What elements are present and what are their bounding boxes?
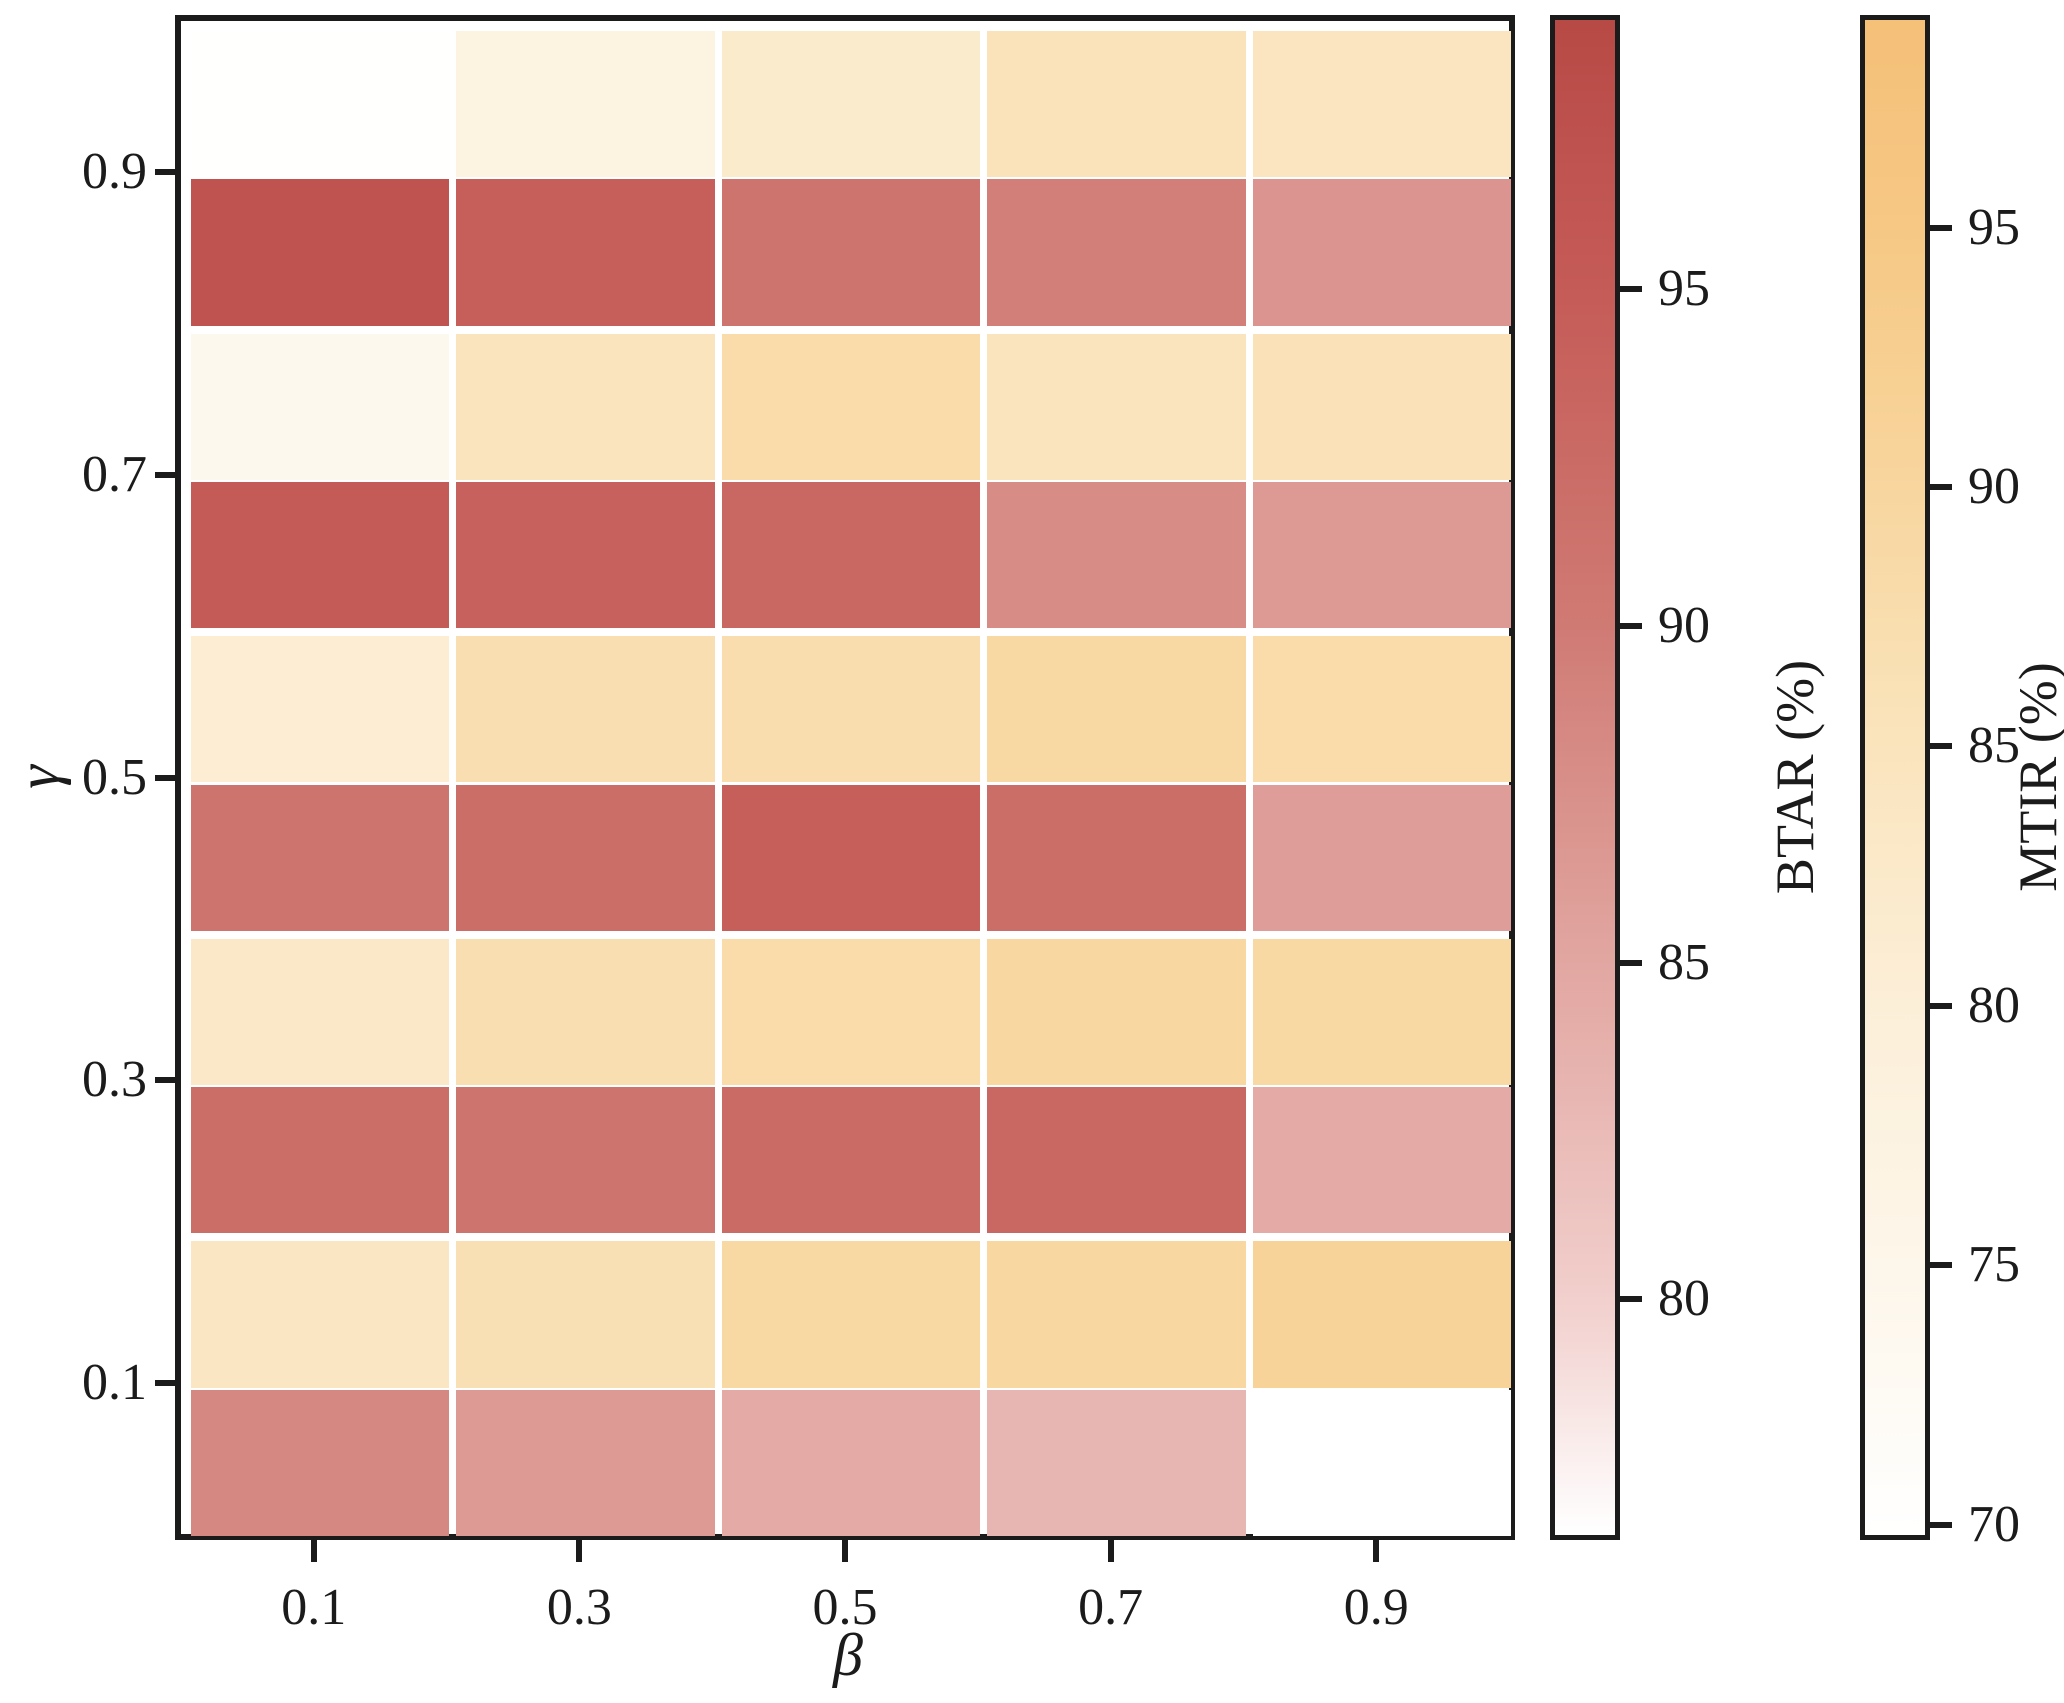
heatmap-cell-mtir-gamma0.9-beta0.5	[721, 31, 981, 178]
plot-area	[175, 15, 1515, 1540]
heatmap-cell-btar-gamma0.7-beta0.1	[190, 481, 450, 629]
heatmap-cell-mtir-gamma0.5-beta0.7	[987, 636, 1246, 783]
heatmap-cell-btar-gamma0.5-beta0.3	[456, 784, 715, 931]
cbar-mtir-tick-label-95: 95	[1968, 198, 2020, 256]
cbar-mtir-tick-label-90: 90	[1968, 457, 2020, 515]
y-tick-mark-0.7	[155, 471, 175, 478]
heatmap-cell-mtir-gamma0.3-beta0.1	[190, 938, 450, 1086]
cbar-btar-tick-mark-85	[1620, 959, 1642, 966]
cbar-mtir-tick-mark-75	[1930, 1262, 1952, 1269]
cbar-btar-tick-mark-90	[1620, 623, 1642, 629]
heatmap-cells-layer	[187, 27, 1515, 1540]
heatmap-cell-btar-gamma0.3-beta0.3	[456, 1087, 715, 1234]
heatmap-cell-mtir-gamma0.7-beta0.5	[721, 333, 981, 480]
heatmap-cell-mtir-gamma0.9-beta0.1	[190, 31, 450, 178]
heatmap-cell-btar-gamma0.7-beta0.9	[1252, 481, 1512, 629]
cbar-mtir-tick-label-75: 75	[1968, 1236, 2020, 1294]
cbar-btar-tick-label-80: 80	[1658, 1270, 1710, 1328]
heatmap-cell-mtir-gamma0.1-beta0.7	[987, 1241, 1246, 1388]
heatmap-cell-btar-gamma0.7-beta0.5	[721, 481, 981, 629]
x-tick-mark-0.9	[1373, 1540, 1380, 1562]
y-tick-label-0.5: 0.5	[82, 748, 147, 806]
cbar-mtir-tick-mark-85	[1930, 743, 1952, 750]
heatmap-cell-mtir-gamma0.7-beta0.3	[456, 333, 715, 480]
heatmap-cell-btar-gamma0.5-beta0.5	[721, 784, 981, 931]
y-tick-label-0.3: 0.3	[82, 1051, 147, 1109]
heatmap-cell-btar-gamma0.1-beta0.3	[456, 1389, 715, 1536]
heatmap-cell-btar-gamma0.9-beta0.3	[456, 179, 715, 326]
heatmap-cell-mtir-gamma0.5-beta0.1	[190, 636, 450, 783]
x-tick-label-0.1: 0.1	[281, 1579, 347, 1636]
y-axis-label: γ	[5, 765, 71, 789]
heatmap-cell-mtir-gamma0.7-beta0.7	[987, 333, 1246, 480]
cbar-mtir-tick-mark-80	[1930, 1002, 1952, 1009]
heatmap-cell-mtir-gamma0.5-beta0.9	[1252, 636, 1512, 783]
heatmap-cell-btar-gamma0.5-beta0.9	[1252, 784, 1512, 931]
cbar-mtir-tick-label-70: 70	[1968, 1495, 2020, 1553]
x-tick-mark-0.5	[842, 1540, 848, 1562]
cbar-mtir-tick-label-80: 80	[1968, 976, 2020, 1034]
cbar-btar-tick-mark-95	[1620, 286, 1642, 293]
heatmap-cell-mtir-gamma0.1-beta0.9	[1252, 1241, 1512, 1388]
heatmap-cell-btar-gamma0.9-beta0.7	[987, 179, 1246, 326]
cbar-mtir-tick-label-85: 85	[1968, 717, 2020, 775]
heatmap-cell-mtir-gamma0.9-beta0.9	[1252, 31, 1512, 178]
heatmap-cell-btar-gamma0.9-beta0.1	[190, 179, 450, 326]
heatmap-cell-btar-gamma0.3-beta0.1	[190, 1087, 450, 1234]
x-tick-label-0.3: 0.3	[546, 1579, 612, 1636]
y-tick-mark-0.5	[155, 774, 175, 781]
heatmap-cell-mtir-gamma0.3-beta0.7	[987, 938, 1246, 1086]
btar-colorbar	[1550, 15, 1620, 1540]
y-tick-label-0.1: 0.1	[82, 1353, 147, 1411]
cbar-mtir-tick-mark-90	[1930, 483, 1952, 490]
heatmap-cell-btar-gamma0.5-beta0.1	[190, 784, 450, 931]
heatmap-cell-btar-gamma0.1-beta0.9	[1252, 1389, 1512, 1536]
heatmap-cell-mtir-gamma0.9-beta0.3	[456, 31, 715, 178]
heatmap-cell-btar-gamma0.1-beta0.7	[987, 1389, 1246, 1536]
cbar-btar-tick-mark-80	[1620, 1296, 1642, 1303]
y-tick-label-0.7: 0.7	[82, 445, 147, 503]
cbar-btar-tick-label-95: 95	[1658, 260, 1710, 318]
cbar-btar-tick-label-85: 85	[1658, 933, 1710, 991]
y-tick-mark-0.3	[155, 1077, 175, 1084]
heatmap-cell-btar-gamma0.3-beta0.9	[1252, 1087, 1512, 1234]
x-tick-mark-0.7	[1107, 1540, 1114, 1562]
y-tick-label-0.9: 0.9	[82, 143, 147, 201]
x-tick-label-0.7: 0.7	[1078, 1579, 1144, 1636]
x-tick-mark-0.1	[310, 1540, 317, 1562]
heatmap-cell-btar-gamma0.7-beta0.3	[456, 481, 715, 629]
mtir-colorbar-label: MTIR (%)	[2008, 662, 2064, 892]
heatmap-cell-btar-gamma0.9-beta0.5	[721, 179, 981, 326]
cbar-btar-tick-label-90: 90	[1658, 597, 1710, 654]
heatmap-cell-mtir-gamma0.3-beta0.3	[456, 938, 715, 1086]
heatmap-cell-btar-gamma0.3-beta0.7	[987, 1087, 1246, 1234]
x-axis-label: β	[833, 1622, 863, 1688]
heatmap-cell-mtir-gamma0.1-beta0.5	[721, 1241, 981, 1388]
heatmap-cell-btar-gamma0.7-beta0.7	[987, 481, 1246, 629]
heatmap-cell-mtir-gamma0.3-beta0.5	[721, 938, 981, 1086]
x-tick-label-0.5: 0.5	[812, 1579, 878, 1636]
y-tick-mark-0.1	[155, 1379, 175, 1386]
heatmap-cell-mtir-gamma0.5-beta0.5	[721, 636, 981, 783]
heatmap-cell-btar-gamma0.5-beta0.7	[987, 784, 1246, 931]
heatmap-cell-mtir-gamma0.7-beta0.1	[190, 333, 450, 480]
mtir-colorbar	[1860, 15, 1930, 1540]
x-tick-label-0.9: 0.9	[1343, 1579, 1409, 1636]
btar-colorbar-label: BTAR (%)	[1765, 659, 1825, 895]
heatmap-cell-mtir-gamma0.1-beta0.3	[456, 1241, 715, 1388]
heatmap-cell-mtir-gamma0.9-beta0.7	[987, 31, 1246, 178]
heatmap-cell-btar-gamma0.1-beta0.1	[190, 1389, 450, 1536]
cbar-mtir-tick-mark-95	[1930, 224, 1952, 231]
y-tick-mark-0.9	[155, 169, 175, 176]
cbar-mtir-tick-mark-70	[1930, 1521, 1952, 1528]
heatmap-cell-mtir-gamma0.1-beta0.1	[190, 1241, 450, 1388]
heatmap-cell-btar-gamma0.1-beta0.5	[721, 1389, 981, 1536]
heatmap-cell-mtir-gamma0.7-beta0.9	[1252, 333, 1512, 480]
heatmap-cell-btar-gamma0.9-beta0.9	[1252, 179, 1512, 326]
heatmap-cell-btar-gamma0.3-beta0.5	[721, 1087, 981, 1234]
heatmap-cell-mtir-gamma0.3-beta0.9	[1252, 938, 1512, 1086]
x-tick-mark-0.3	[576, 1540, 583, 1562]
heatmap-cell-mtir-gamma0.5-beta0.3	[456, 636, 715, 783]
